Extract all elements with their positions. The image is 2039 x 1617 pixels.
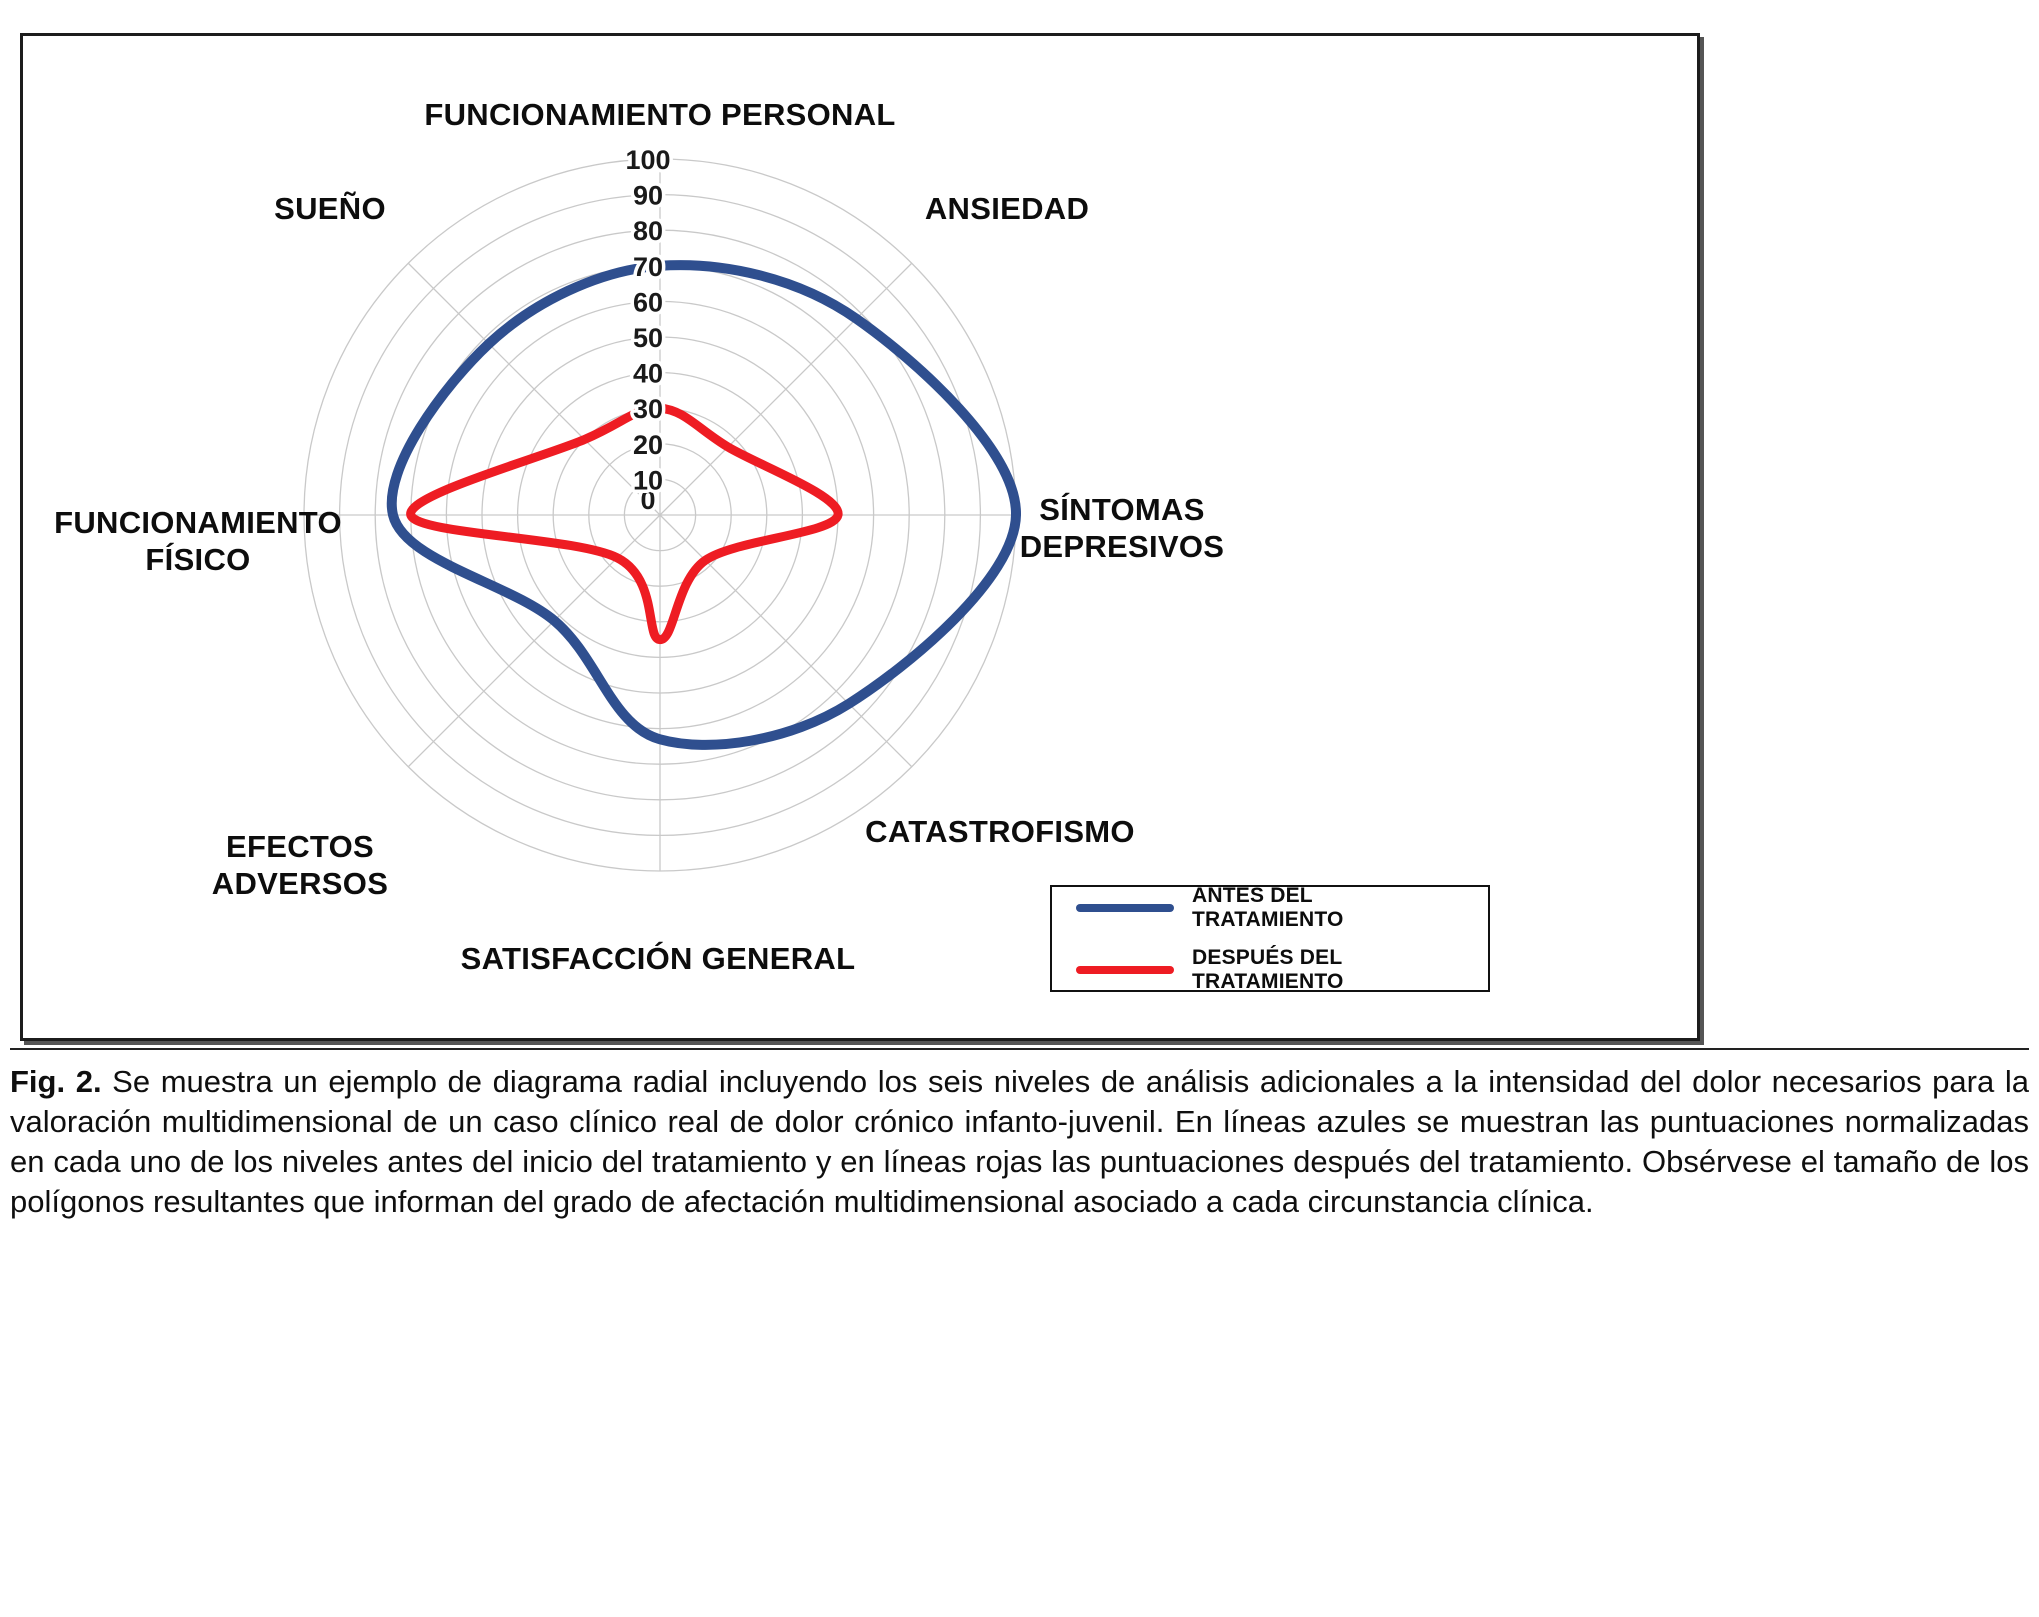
radial-tick-100: 100 [625, 145, 670, 175]
radial-tick-60: 60 [633, 287, 663, 317]
radar-chart: 010 20 30 40 50 60 70 80 90 100 [303, 142, 1022, 872]
figure-caption: Fig. 2. Se muestra un ejemplo de diagram… [10, 1048, 2029, 1222]
legend-item-antes: ANTES DEL TRATAMIENTO [1076, 884, 1464, 932]
axis-spoke-5 [407, 514, 661, 768]
radial-tick-40: 40 [633, 359, 663, 389]
legend-label-antes: ANTES DEL TRATAMIENTO [1192, 883, 1344, 931]
axis-label-sueno: SUEÑO [274, 191, 386, 226]
radial-tick-30: 30 [633, 394, 663, 424]
radial-tick-70: 70 [633, 252, 663, 282]
series-line-1 [406, 403, 843, 645]
figure-panel: 0 10 20 30 40 50 60 70 80 90 100 FUNCIONAMIENTO PE… [20, 33, 1700, 1041]
axis-label-ansiedad: ANSIEDAD [924, 191, 1090, 226]
axis-spoke-1 [659, 262, 913, 516]
axis-spoke-7 [407, 262, 661, 516]
axis-label-efectos-adversos: EFECTOS ADVERSOS [211, 829, 389, 901]
legend-label-despues: DESPUÉS DEL TRATAMIENTO [1192, 945, 1344, 993]
chart-legend: ANTES DEL TRATAMIENTO DESPUÉS DEL TRATAM… [1050, 884, 1490, 994]
axis-label-catastrofismo: CATASTROFISMO [865, 814, 1135, 849]
axis-label-satisfaccion-general: SATISFACCIÓN GENERAL [460, 941, 856, 976]
radial-tick-10: 10 [633, 465, 663, 495]
legend-swatch-antes [1076, 903, 1174, 912]
figure-caption-label: Fig. 2. [10, 1064, 102, 1099]
radial-tick-20: 20 [633, 430, 663, 460]
axis-spoke-3 [659, 514, 913, 768]
axis-label-funcionamiento-fisico: FUNCIONAMIENTO FÍSICO [54, 505, 342, 577]
figure-caption-text: Se muestra un ejemplo de diagrama radial… [10, 1064, 2029, 1219]
radial-tick-80: 80 [633, 216, 663, 246]
radial-tick-0: 0 [640, 485, 655, 515]
radial-tick-90: 90 [633, 181, 663, 211]
radial-tick-50: 50 [633, 323, 663, 353]
axis-label-sintomas-depresivos: SÍNTOMAS DEPRESIVOS [1019, 492, 1225, 564]
series-line-0 [386, 260, 1022, 750]
legend-item-despues: DESPUÉS DEL TRATAMIENTO [1076, 946, 1464, 994]
legend-swatch-despues [1076, 965, 1174, 974]
axis-label-funcionamiento-personal: FUNCIONAMIENTO PERSONAL [424, 97, 896, 132]
